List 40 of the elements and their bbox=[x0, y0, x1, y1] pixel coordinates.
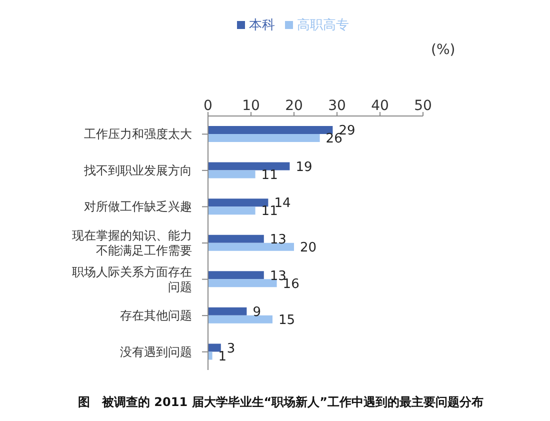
x-tick-label: 30 bbox=[328, 98, 346, 114]
bar bbox=[208, 126, 333, 134]
y-tick-label: 对所做工作缺乏兴趣 bbox=[84, 200, 192, 214]
bar bbox=[208, 162, 290, 170]
data-label: 15 bbox=[278, 313, 296, 328]
data-label: 19 bbox=[296, 160, 312, 175]
bar bbox=[208, 234, 264, 243]
x-tick-label: 0 bbox=[204, 98, 212, 114]
data-label: 9 bbox=[252, 305, 261, 320]
y-tick-label: 找不到职业发展方向 bbox=[83, 163, 192, 178]
bar bbox=[208, 344, 221, 352]
y-tick-label: 没有遇到问题 bbox=[120, 344, 192, 359]
x-axis-title: (%) bbox=[431, 42, 456, 58]
data-label: 20 bbox=[300, 240, 317, 256]
x-tick-label: 50 bbox=[414, 98, 432, 114]
x-tick-label: 40 bbox=[371, 98, 389, 114]
text: 图 被调查的 2011 届大学毕业生“职场新人”工作中遇到的最主要问题分布 bbox=[78, 394, 485, 411]
bar bbox=[208, 315, 272, 324]
y-tick-label: 工作压力和强度太大 bbox=[84, 127, 192, 142]
bar bbox=[208, 198, 268, 207]
y-tick-label: 存在其他问题 bbox=[120, 308, 192, 323]
bar bbox=[208, 134, 320, 142]
data-label: 13 bbox=[270, 232, 286, 248]
legend-label: 本科 bbox=[249, 18, 275, 33]
bar bbox=[208, 271, 264, 280]
x-tick-label: 20 bbox=[285, 98, 303, 114]
bar bbox=[208, 352, 212, 360]
bar bbox=[208, 242, 294, 251]
data-label: 11 bbox=[261, 168, 278, 183]
bar bbox=[208, 206, 256, 215]
data-label: 3 bbox=[226, 341, 236, 356]
y-tick-label: 职场人际关系方面存在问题 bbox=[72, 264, 192, 294]
bar bbox=[208, 307, 247, 316]
y-tick-label: 现在掌握的知识、能力不能满足工作需要 bbox=[72, 228, 192, 258]
data-label: 13 bbox=[270, 268, 286, 284]
bar bbox=[208, 170, 256, 178]
bar bbox=[208, 279, 277, 288]
legend-label: 高职高专 bbox=[297, 18, 349, 33]
x-tick-label: 10 bbox=[242, 98, 260, 114]
data-label: 1 bbox=[218, 349, 227, 364]
